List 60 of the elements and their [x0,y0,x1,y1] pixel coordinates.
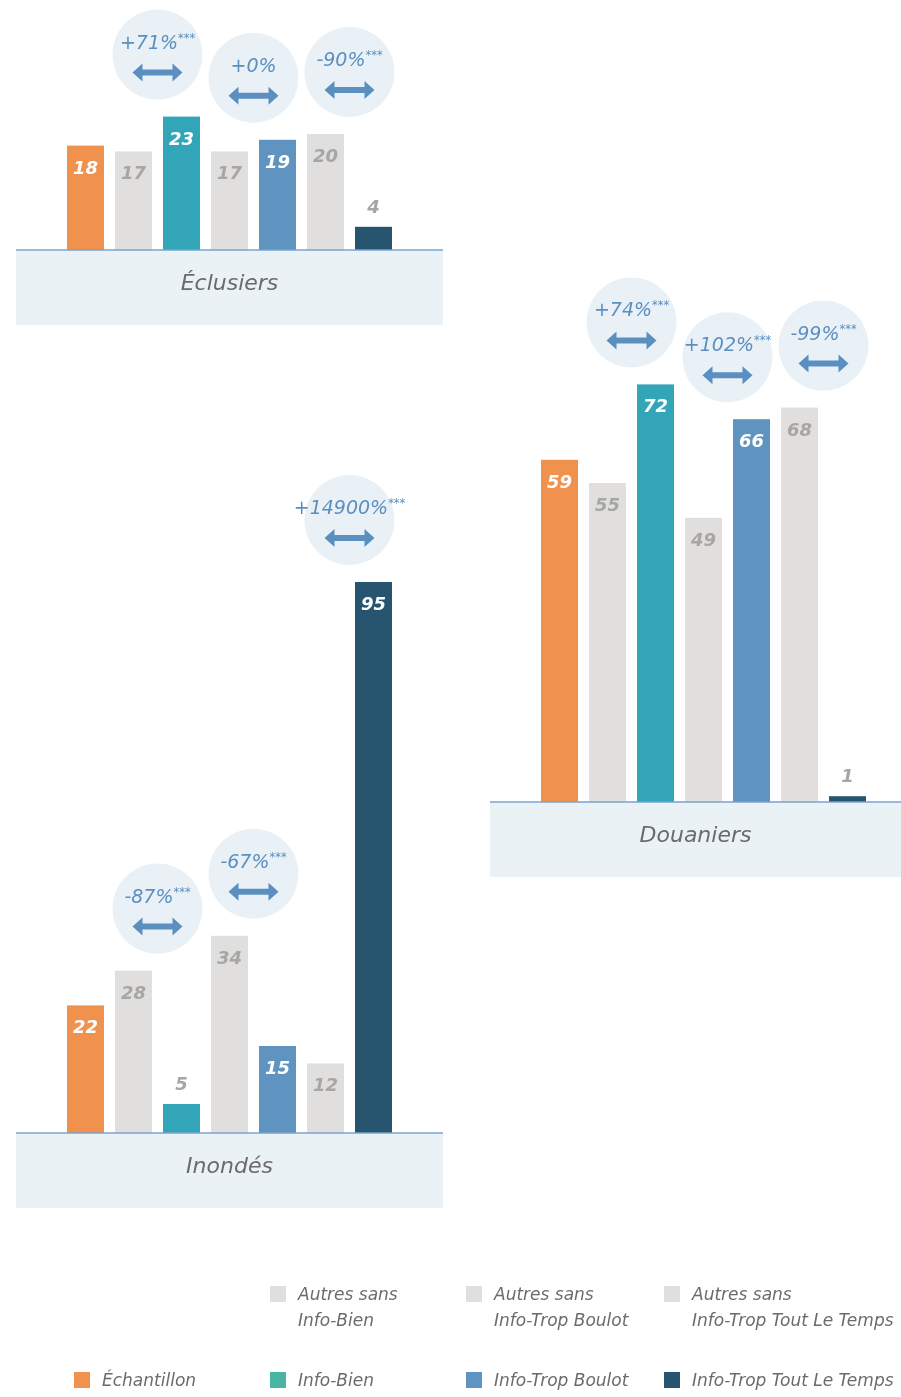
data-label: 4 [366,195,380,217]
bar [781,407,818,802]
bar [307,134,344,250]
data-label: 19 [264,150,291,172]
data-label: 5 [175,1073,188,1094]
x-axis-title: Inondés [186,1153,273,1178]
category-label: Autres sans Info-Bien [297,1284,398,1330]
data-label: 68 [786,418,813,440]
data-label: 95 [360,593,387,614]
category-label: Échantillon [102,1369,197,1390]
data-label: 1 [841,765,854,787]
data-label: 17 [120,162,147,184]
bar [355,226,392,250]
text: +0% [230,53,277,76]
category-label: Autres sans Info-Trop Boulot [493,1284,630,1330]
data-label: 59 [546,470,573,492]
data-label: 34 [216,946,243,968]
text: -90%$^{***}$ [316,48,383,70]
data-label: 66 [738,430,765,452]
text: +71%$^{***}$ [119,30,196,53]
bar [307,1063,344,1133]
bar [541,459,578,802]
data-label: 22 [72,1016,99,1038]
data-label: 12 [312,1074,339,1096]
text: +14900%$^{***}$ [293,496,406,518]
x-axis-title: Éclusiers [180,270,279,295]
category-label: Autres sans Info-Trop Tout Le Temps [691,1284,894,1330]
annotation: -67%$^{***}$ [220,849,287,872]
bar [259,139,296,250]
bar [163,116,200,250]
bar [637,384,674,802]
bar [211,151,248,250]
data-label: 55 [594,494,621,515]
bar [163,1104,200,1133]
data-label: 15 [264,1057,291,1078]
data-label: 49 [689,528,717,550]
text: +74%$^{***}$ [593,298,670,321]
data-label: 72 [642,395,669,417]
x-axis-title: Douaniers [639,822,752,847]
data-label: 17 [216,162,243,184]
bar [355,582,392,1133]
data-label: 20 [312,145,339,166]
data-label: 18 [72,156,99,178]
data-label: 28 [120,981,147,1003]
category-label: Info-Bien [298,1370,374,1390]
bar [115,151,152,250]
category-label: Info-Trop Boulot [494,1370,630,1390]
bar [259,1046,296,1133]
bar [685,517,722,802]
text: +102%$^{***}$ [683,333,772,356]
category-label: Info-Trop Tout Le Temps [692,1370,894,1390]
bar [211,935,248,1133]
bar [67,1005,104,1133]
text: -99%$^{***}$ [790,321,857,344]
bar [115,970,152,1133]
data-label: 23 [168,127,195,149]
bar [67,145,104,250]
annotation: -87%$^{***}$ [124,884,191,907]
bar [589,483,626,802]
bar [733,419,770,802]
